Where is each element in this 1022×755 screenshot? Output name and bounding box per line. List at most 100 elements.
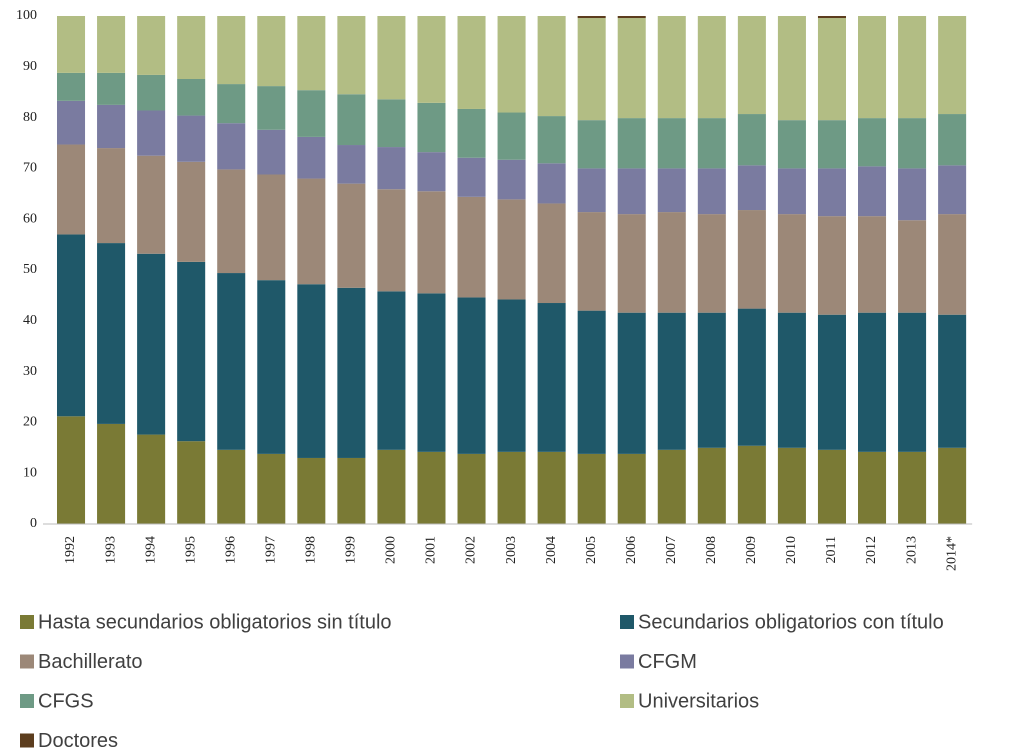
bar-segment: [617, 312, 646, 454]
bar-segment: [257, 280, 286, 454]
x-tick-label: 2007: [664, 536, 679, 564]
bar-segment: [417, 451, 446, 524]
legend-swatch: [20, 654, 34, 669]
bar-segment: [137, 253, 166, 435]
bar-segment: [737, 165, 766, 211]
bar-segment: [417, 16, 446, 103]
bar-segment: [377, 291, 406, 450]
x-tick-label: 2013: [904, 536, 919, 564]
x-tick-label: 2008: [704, 536, 719, 564]
bar-segment: [537, 116, 566, 164]
y-tick-label: 10: [23, 465, 37, 480]
bar-segment: [817, 120, 846, 169]
bar-segment: [858, 216, 887, 313]
bar-segment: [537, 303, 566, 452]
bar-segment: [737, 210, 766, 309]
x-tick-label: 2001: [424, 536, 439, 564]
legend-swatch: [620, 615, 634, 629]
bar-segment: [817, 314, 846, 450]
bar-segment: [217, 449, 246, 524]
bar-segment: [617, 18, 646, 119]
bar-segment: [938, 165, 967, 215]
x-tick-label: 2009: [744, 536, 759, 564]
bar-segment: [617, 168, 646, 215]
bar-segment: [417, 191, 446, 294]
bar-segment: [737, 308, 766, 446]
bar-segment: [697, 214, 726, 313]
bar-segment: [817, 168, 846, 217]
x-tick-label: 1997: [263, 536, 278, 564]
bar-segment: [337, 457, 366, 524]
y-tick-label: 100: [16, 8, 37, 23]
bar-segment: [938, 447, 967, 524]
bar-segment: [497, 451, 526, 524]
bar-segment: [617, 214, 646, 313]
bar-segment: [337, 287, 366, 458]
bar-segment: [217, 169, 246, 274]
legend-label: CFGS: [38, 690, 94, 712]
bar-segment: [177, 161, 206, 262]
legend-label: Secundarios obligatorios con título: [638, 611, 944, 633]
bar-segment: [537, 451, 566, 524]
bar-segment: [297, 136, 326, 179]
bar-segment: [497, 16, 526, 113]
bar-segment: [577, 18, 606, 121]
y-tick-label: 90: [23, 59, 37, 74]
bar-segment: [217, 84, 246, 124]
bar-segment: [377, 99, 406, 148]
bar-segment: [177, 78, 206, 116]
bar-segment: [777, 214, 806, 313]
bar-segment: [257, 16, 286, 87]
bar-segment: [377, 189, 406, 292]
bar-segment: [337, 183, 366, 288]
bar-segment: [898, 451, 927, 524]
legend-swatch: [620, 694, 634, 708]
y-tick-label: 70: [23, 161, 37, 176]
y-tick-label: 60: [23, 211, 37, 226]
x-tick-label: 2000: [384, 536, 399, 564]
bar-segment: [817, 449, 846, 524]
bar-segment: [417, 152, 446, 192]
legend-label: Bachillerato: [38, 651, 143, 673]
bar-segment: [297, 178, 326, 285]
bar-segment: [617, 118, 646, 169]
bar-segment: [417, 102, 446, 153]
bar-segment: [297, 457, 326, 524]
bar-segment: [537, 163, 566, 204]
bar-segment: [457, 108, 486, 158]
bar-segment: [697, 168, 726, 215]
bar-segment: [257, 453, 286, 524]
bar-segment: [938, 214, 967, 315]
bar-segment: [898, 16, 927, 119]
bar-segment: [817, 216, 846, 315]
bar-segment: [697, 312, 726, 448]
bar-segment: [577, 212, 606, 311]
bar-segment: [377, 449, 406, 524]
bar-segment: [137, 74, 166, 111]
x-tick-label: 2005: [584, 536, 599, 564]
bar-segment: [577, 453, 606, 524]
y-tick-label: 0: [30, 516, 37, 531]
x-tick-label: 2006: [624, 536, 639, 564]
bar-segment: [137, 16, 166, 75]
bar-segment: [337, 145, 366, 184]
bar-segment: [217, 16, 246, 85]
bar-segment: [57, 144, 86, 235]
x-tick-label: 2014*: [944, 536, 959, 571]
x-tick-label: 1998: [304, 536, 319, 564]
legend-swatch: [20, 694, 34, 708]
bar-segment: [257, 174, 286, 281]
x-tick-label: 1995: [183, 536, 198, 564]
bar-segment: [337, 94, 366, 146]
bar-segment: [217, 273, 246, 450]
bar-segment: [657, 16, 686, 119]
bar-segment: [737, 114, 766, 166]
bar-segment: [497, 199, 526, 300]
bar-segment: [97, 243, 126, 424]
bar-segment: [777, 312, 806, 448]
bar-segment: [697, 447, 726, 524]
bar-segment: [97, 148, 126, 244]
bar-segment: [137, 434, 166, 524]
x-tick-label: 2003: [504, 536, 519, 564]
